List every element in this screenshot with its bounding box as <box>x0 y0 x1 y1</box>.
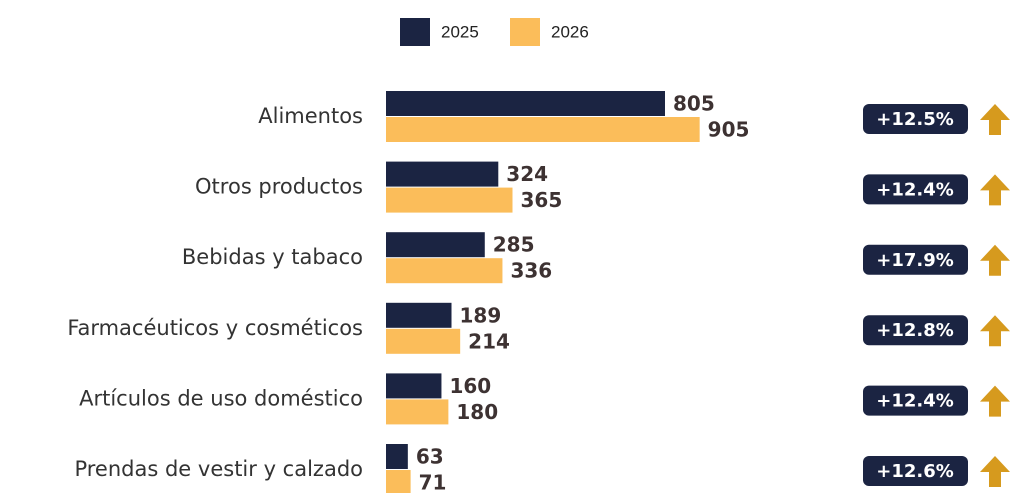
bar <box>386 328 461 354</box>
bar <box>386 302 452 328</box>
bar <box>386 470 411 493</box>
change-label: +12.6% <box>876 461 954 482</box>
change-badge <box>863 315 968 346</box>
change-badge <box>863 385 968 416</box>
bar <box>386 373 442 399</box>
category-label: Otros productos <box>195 175 363 199</box>
bar <box>386 232 485 258</box>
change-badge <box>863 244 968 275</box>
up-arrow <box>980 456 1010 487</box>
change-label: +12.5% <box>876 109 954 130</box>
up-arrow <box>980 385 1010 417</box>
value-label: 365 <box>521 188 563 212</box>
value-label: 180 <box>456 400 498 424</box>
category-label: Prendas de vestir y calzado <box>74 457 363 481</box>
bar <box>386 258 503 284</box>
category-label: Farmacéuticos y cosméticos <box>67 316 363 340</box>
value-label: 71 <box>419 471 447 493</box>
bar <box>386 187 513 213</box>
bar <box>386 444 408 469</box>
value-label: 214 <box>468 329 510 353</box>
legend-swatch <box>400 18 430 46</box>
value-label: 285 <box>493 233 535 257</box>
legend-swatch <box>510 18 540 46</box>
change-label: +12.4% <box>876 391 954 412</box>
up-arrow <box>980 244 1010 276</box>
value-label: 63 <box>416 445 444 469</box>
category-label: Artículos de uso doméstico <box>79 386 363 410</box>
bar <box>386 117 700 142</box>
bar <box>386 161 499 187</box>
change-badge <box>863 104 968 134</box>
change-badge <box>863 174 968 205</box>
category-label: Alimentos <box>258 104 363 128</box>
legend-label: 2026 <box>551 22 589 41</box>
legend-label: 2025 <box>441 22 479 41</box>
change-label: +12.8% <box>876 320 954 341</box>
up-arrow <box>980 174 1010 206</box>
bar <box>386 91 665 116</box>
value-label: 324 <box>506 162 548 186</box>
category-label: Bebidas y tabaco <box>182 245 363 269</box>
value-label: 189 <box>460 303 502 327</box>
change-badge <box>863 456 968 486</box>
value-label: 805 <box>673 92 715 116</box>
value-label: 160 <box>449 374 491 398</box>
bar <box>386 399 449 425</box>
up-arrow <box>980 315 1010 347</box>
change-label: +17.9% <box>876 250 954 271</box>
up-arrow <box>980 104 1010 135</box>
value-label: 336 <box>510 259 552 283</box>
change-label: +12.4% <box>876 179 954 200</box>
value-label: 905 <box>708 118 750 142</box>
